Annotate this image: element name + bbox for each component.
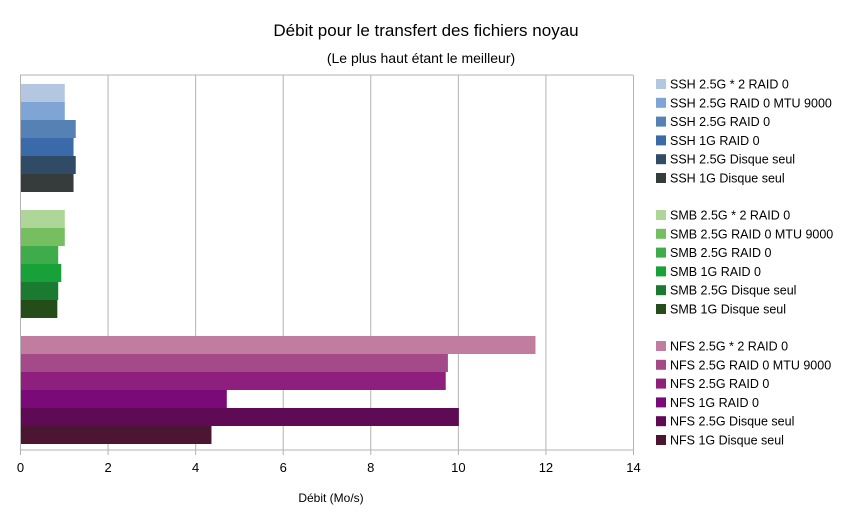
gridlines — [20, 74, 634, 451]
legend-label: NFS 2.5G RAID 0 — [670, 377, 769, 391]
legend-label: SMB 2.5G * 2 RAID 0 — [670, 209, 790, 223]
legend: SSH 2.5G * 2 RAID 0 SSH 2.5G RAID 0 MTU 9… — [656, 78, 833, 448]
x-tick-label: 0 — [17, 460, 24, 475]
legend-swatch — [656, 228, 666, 239]
legend-swatch — [656, 397, 666, 408]
legend-swatch — [656, 210, 666, 220]
bar — [21, 300, 58, 318]
bar — [21, 246, 59, 264]
legend-swatch — [656, 266, 666, 277]
bar — [21, 390, 227, 408]
bar — [21, 372, 446, 390]
x-tick-label: 6 — [280, 460, 287, 475]
legend-label: SMB 2.5G RAID 0 MTU 9000 — [670, 227, 833, 241]
x-tick-label: 12 — [539, 460, 553, 475]
x-tick-label: 14 — [626, 460, 640, 475]
x-tick-label: 2 — [104, 460, 111, 475]
bar — [21, 408, 459, 426]
legend-label: NFS 2.5G * 2 RAID 0 — [670, 340, 788, 354]
legend-swatch — [656, 304, 666, 314]
bar — [21, 138, 74, 156]
legend-swatch — [656, 154, 666, 165]
legend-label: SSH 2.5G RAID 0 — [670, 115, 770, 129]
legend-label: SMB 2.5G Disque seul — [670, 284, 796, 298]
legend-label: SSH 1G Disque seul — [670, 172, 785, 186]
bar — [21, 336, 536, 354]
legend-label: SSH 1G RAID 0 — [670, 134, 760, 148]
legend-swatch — [656, 378, 666, 389]
legend-label: NFS 2.5G RAID 0 MTU 9000 — [670, 358, 831, 372]
x-axis: 0 2 4 6 8 10 12 14 — [17, 450, 641, 475]
bar — [21, 210, 65, 228]
bar — [21, 84, 65, 102]
x-tick-label: 8 — [367, 460, 374, 475]
bar — [21, 102, 65, 120]
bar — [21, 282, 59, 300]
legend-swatch — [656, 247, 666, 258]
legend-label: SMB 1G Disque seul — [670, 303, 786, 317]
legend-swatch — [656, 135, 666, 146]
x-tick-label: 4 — [192, 460, 199, 475]
legend-label: SSH 2.5G RAID 0 MTU 9000 — [670, 96, 832, 110]
bar — [21, 228, 65, 246]
legend-label: SSH 2.5G Disque seul — [670, 153, 795, 167]
x-tick-label: 10 — [451, 460, 465, 475]
legend-swatch — [656, 435, 666, 445]
x-axis-label: Débit (Mo/s) — [298, 491, 363, 505]
bar — [21, 264, 62, 282]
legend-label: NFS 1G RAID 0 — [670, 396, 759, 410]
bar — [21, 174, 74, 192]
legend-swatch — [656, 79, 666, 89]
legend-label: NFS 2.5G Disque seul — [670, 415, 794, 429]
bar — [21, 426, 212, 444]
legend-swatch — [656, 116, 666, 127]
bar — [21, 156, 76, 174]
legend-label: NFS 1G Disque seul — [670, 434, 784, 448]
legend-label: SMB 2.5G RAID 0 — [670, 246, 771, 260]
legend-swatch — [656, 97, 666, 108]
legend-swatch — [656, 341, 666, 351]
chart-title: Débit pour le transfert des fichiers noy… — [273, 21, 578, 40]
bar — [21, 120, 76, 138]
bar — [21, 354, 448, 372]
legend-swatch — [656, 285, 666, 296]
legend-label: SMB 1G RAID 0 — [670, 265, 761, 279]
legend-label: SSH 2.5G * 2 RAID 0 — [670, 78, 789, 92]
legend-swatch — [656, 173, 666, 183]
legend-swatch — [656, 416, 666, 427]
legend-swatch — [656, 359, 666, 370]
bars — [21, 84, 536, 444]
chart-subtitle: (Le plus haut étant le meilleur) — [327, 50, 515, 66]
